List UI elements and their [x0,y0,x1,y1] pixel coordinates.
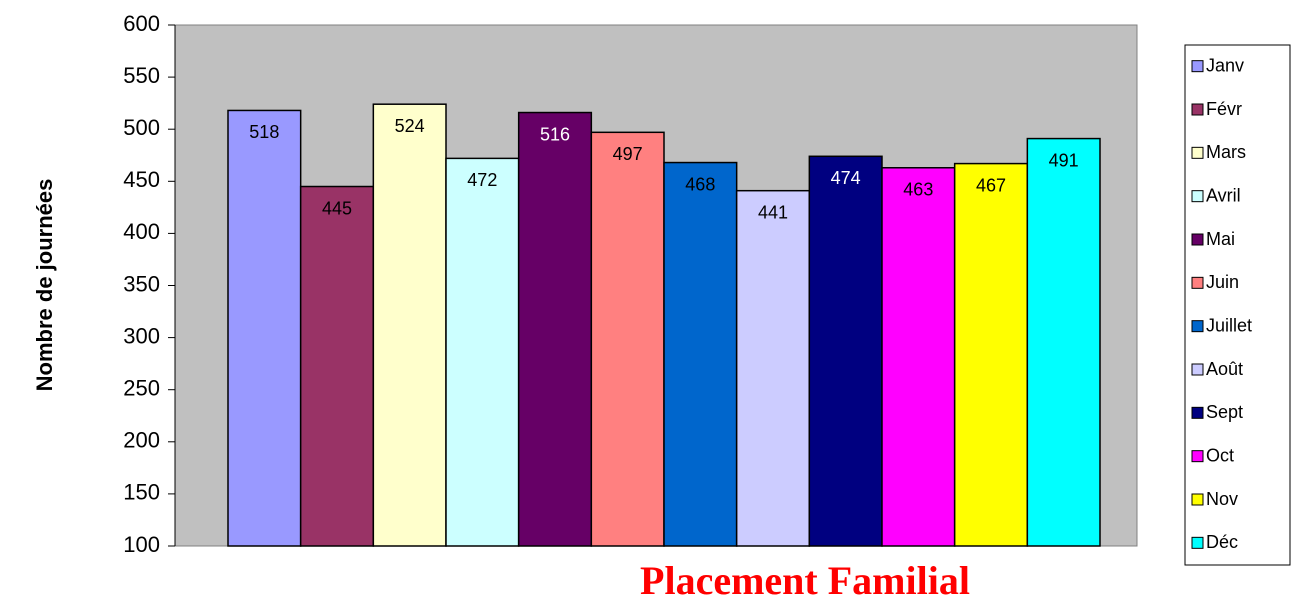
data-label: 472 [467,170,497,190]
bar [445,157,520,547]
legend-label: Sept [1206,402,1243,422]
bar [372,103,447,547]
data-label: 518 [249,122,279,142]
y-tick-label: 450 [123,167,160,192]
y-tick-label: 200 [123,428,160,453]
y-tick-label: 300 [123,323,160,348]
y-tick-label: 600 [123,11,160,36]
y-tick-label: 250 [123,376,160,401]
data-label: 491 [1049,150,1079,170]
legend-label: Janv [1206,55,1244,75]
legend-swatch [1191,536,1204,549]
bar [808,155,883,547]
bar [953,162,1029,547]
data-label: 497 [613,144,643,164]
legend-swatch [1191,60,1204,73]
y-tick-label: 400 [123,219,160,244]
y-tick-label: 150 [123,480,160,505]
bar [1026,137,1101,547]
data-label: 445 [322,198,352,218]
legend-box [1184,44,1291,566]
legend-label: Juillet [1206,315,1252,335]
legend-swatch [1191,276,1204,289]
legend-swatch [1191,233,1204,246]
y-tick-label: 350 [123,271,160,296]
bar [299,185,375,547]
bar [735,189,811,547]
legend-swatch [1191,493,1204,506]
legend-label: Août [1206,359,1243,379]
legend-swatch [1191,146,1204,159]
legend-swatch [1191,363,1204,376]
data-label: 474 [831,168,861,188]
data-label: 468 [685,174,715,194]
data-label: 441 [758,202,788,222]
legend-swatch [1191,406,1204,419]
legend-label: Avril [1206,185,1241,205]
bar [590,131,665,547]
legend-label: Mars [1206,142,1246,162]
legend-swatch [1191,450,1204,463]
y-axis-label: Nombre de journées [32,179,57,392]
legend-swatch [1191,190,1204,203]
legend-swatch [1191,103,1204,116]
legend-label: Déc [1206,532,1238,552]
legend-label: Oct [1206,445,1234,465]
y-tick-label: 550 [123,63,160,88]
legend-label: Mai [1206,229,1235,249]
legend-label: Nov [1206,489,1238,509]
bar [517,111,593,547]
legend-label: Juin [1206,272,1239,292]
data-label: 524 [395,116,425,136]
data-label: 463 [903,180,933,200]
data-label: 467 [976,175,1006,195]
legend-label: Févr [1206,99,1242,119]
bar [227,109,302,547]
data-label: 516 [540,124,570,144]
bar [881,167,956,547]
y-tick-label: 100 [123,532,160,557]
legend-swatch [1191,320,1204,333]
y-tick-label: 500 [123,115,160,140]
bar [663,161,738,547]
chart-title: Placement Familial [640,558,970,603]
